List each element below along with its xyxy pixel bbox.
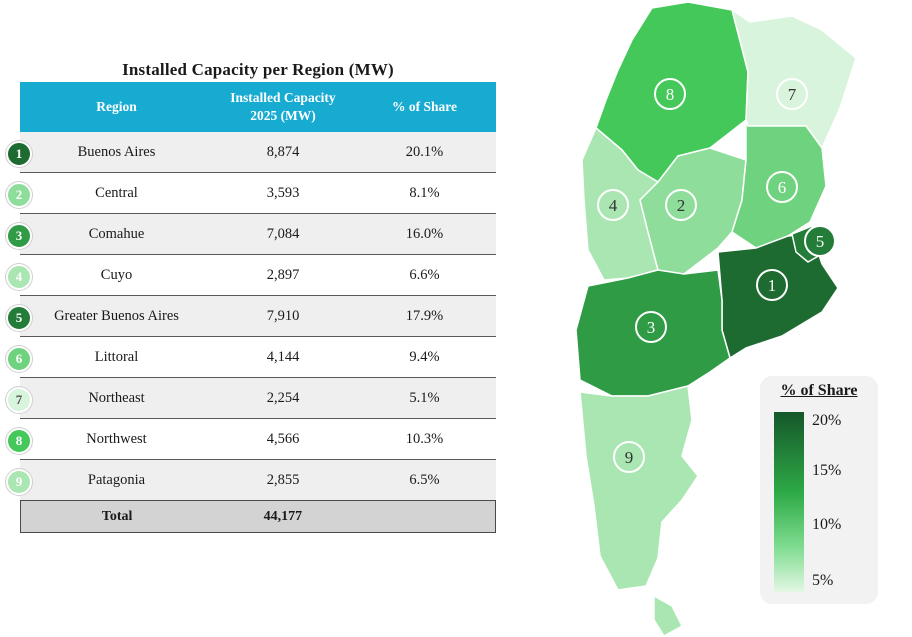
svg-text:7: 7 (788, 85, 797, 104)
header-capacity-line2: 2025 (MW) (250, 108, 316, 123)
region-number-badge: 2 (6, 182, 32, 208)
map-label-9: 9 (613, 441, 645, 473)
legend-gradient-bar (774, 412, 804, 592)
capacity-value: 7,084 (266, 225, 300, 242)
share-value: 8.1% (409, 184, 440, 201)
region-number-badge: 7 (6, 387, 32, 413)
capacity-value: 4,566 (266, 430, 300, 447)
capacity-value: 7,910 (266, 307, 300, 324)
total-row: Total 44,177 (20, 500, 496, 533)
region-number-badge: 9 (6, 469, 32, 495)
capacity-value: 8,874 (266, 143, 300, 160)
table-title: Installed Capacity per Region (MW) (122, 60, 394, 79)
map-region-tierra-del-fuego (653, 595, 683, 637)
capacity-value: 3,593 (266, 184, 300, 201)
table-row: 8 Northwest 4,566 10.3% (6, 419, 496, 460)
map-label-3: 3 (635, 311, 667, 343)
svg-text:2: 2 (677, 196, 686, 215)
svg-text:1: 1 (768, 276, 777, 295)
map-region-littoral (731, 119, 827, 249)
region-number-badge: 8 (6, 428, 32, 454)
region-name: Greater Buenos Aires (54, 307, 179, 324)
map-labels: 8 7 4 2 6 5 1 3 9 (597, 78, 836, 473)
svg-text:5: 5 (816, 232, 825, 251)
region-number-badge: 5 (6, 305, 32, 331)
region-name: Cuyo (100, 266, 133, 283)
region-name: Comahue (88, 225, 145, 242)
region-name: Littoral (94, 348, 139, 365)
table-header: Region Installed Capacity 2025 (MW) % of… (20, 82, 496, 132)
region-name: Northwest (86, 430, 147, 447)
svg-text:3: 3 (647, 318, 656, 337)
region-number-badge: 6 (6, 346, 32, 372)
table-row: 2 Central 3,593 8.1% (6, 173, 496, 214)
share-value: 9.4% (409, 348, 440, 365)
map-label-1: 1 (756, 269, 788, 301)
share-value: 17.9% (405, 307, 444, 324)
svg-text:9: 9 (625, 448, 634, 467)
region-number-badge: 3 (6, 223, 32, 249)
total-capacity: 44,177 (263, 508, 303, 524)
map-label-6: 6 (766, 171, 798, 203)
color-legend: % of Share 20% 15% 10% 5% (760, 376, 878, 604)
map-label-5: 5 (804, 225, 836, 257)
region-name: Central (95, 184, 138, 201)
capacity-table: Region Installed Capacity 2025 (MW) % of… (6, 82, 496, 501)
map-label-4: 4 (597, 189, 629, 221)
map-region-patagonia (579, 385, 699, 591)
header-capacity: Installed Capacity 2025 (MW) (213, 89, 353, 125)
region-name: Northeast (88, 389, 145, 406)
table-row: 3 Comahue 7,084 16.0% (6, 214, 496, 255)
share-value: 16.0% (405, 225, 444, 242)
svg-text:8: 8 (666, 85, 675, 104)
header-region: Region (96, 99, 137, 114)
header-share: % of Share (391, 99, 457, 114)
region-number-badge: 1 (6, 141, 32, 167)
share-value: 6.5% (409, 471, 440, 488)
legend-tick: 15% (812, 462, 842, 479)
svg-text:6: 6 (778, 178, 787, 197)
table-row: 9 Patagonia 2,855 6.5% (6, 460, 496, 501)
region-name: Buenos Aires (77, 143, 156, 160)
map-label-7: 7 (776, 78, 808, 110)
region-number-badge: 4 (6, 264, 32, 290)
capacity-value: 4,144 (266, 348, 300, 365)
share-value: 6.6% (409, 266, 440, 283)
share-value: 10.3% (405, 430, 444, 447)
table-row: 4 Cuyo 2,897 6.6% (6, 255, 496, 296)
capacity-value: 2,897 (266, 266, 300, 283)
argentina-region-map: 8 7 4 2 6 5 1 3 9 (575, 1, 857, 637)
legend-tick: 5% (812, 572, 834, 589)
capacity-value: 2,855 (266, 471, 300, 488)
legend-tick: 10% (812, 516, 842, 533)
svg-text:4: 4 (609, 196, 618, 215)
table-row: 5 Greater Buenos Aires 7,910 17.9% (6, 296, 496, 337)
region-name: Patagonia (87, 471, 146, 488)
map-label-2: 2 (665, 189, 697, 221)
legend-tick: 20% (812, 412, 842, 429)
map-label-8: 8 (654, 78, 686, 110)
table-row: 7 Northeast 2,254 5.1% (6, 378, 496, 419)
total-label: Total (101, 508, 133, 524)
header-capacity-line1: Installed Capacity (230, 90, 336, 105)
map-region-comahue (575, 269, 731, 397)
table-row: 6 Littoral 4,144 9.4% (6, 337, 496, 378)
capacity-value: 2,254 (266, 389, 300, 406)
share-value: 5.1% (409, 389, 440, 406)
share-value: 20.1% (405, 143, 444, 160)
table-row: 1 Buenos Aires 8,874 20.1% (6, 132, 496, 173)
legend-title: % of Share (780, 382, 858, 399)
